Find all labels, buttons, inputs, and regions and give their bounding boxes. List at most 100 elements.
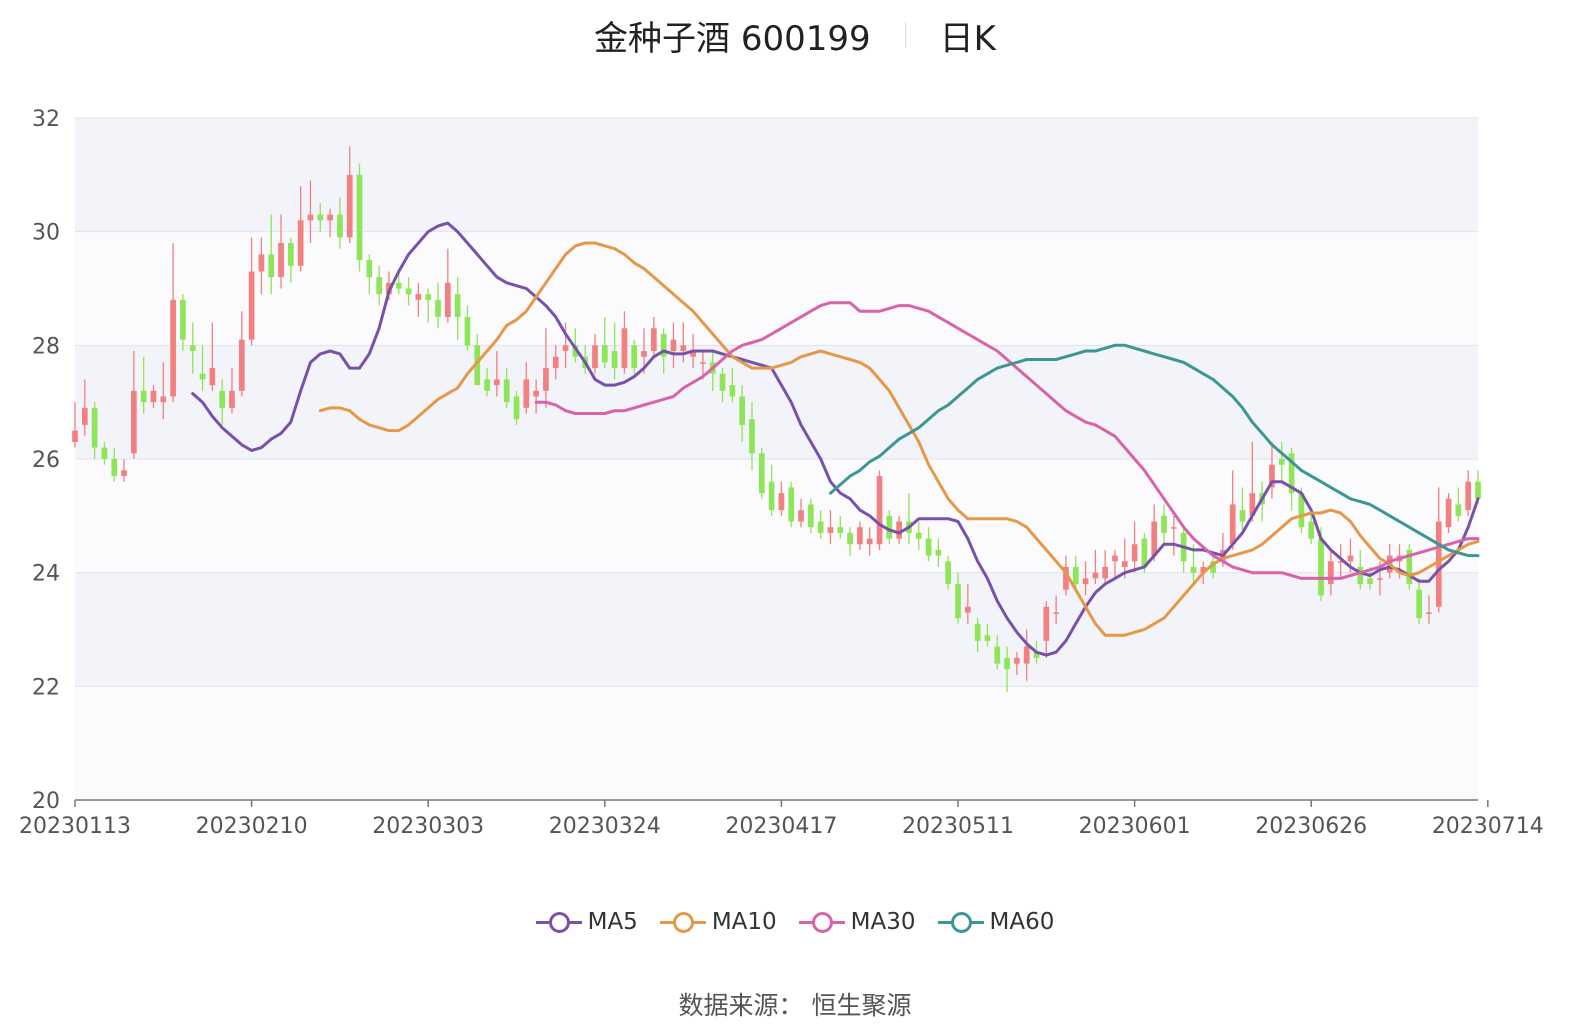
candle-body: [690, 351, 696, 357]
y-axis: 20 22 24 26 28 30 32: [32, 107, 60, 814]
candle-body: [1063, 566, 1069, 590]
candle-body: [896, 521, 902, 539]
moving-average-lines: [191, 221, 1480, 657]
candle-body: [258, 254, 265, 272]
candle-body: [180, 299, 186, 340]
candle-body: [356, 174, 363, 261]
candle-body: [513, 396, 520, 420]
candle-body: [131, 390, 137, 454]
candle-body: [974, 623, 981, 641]
candle-body: [621, 328, 628, 369]
candle-body: [1072, 566, 1079, 585]
candle-body: [1435, 521, 1442, 607]
candle-body: [248, 271, 255, 340]
candle-body: [317, 214, 324, 221]
candle-body: [807, 504, 814, 528]
legend-item-ma5[interactable]: MA5: [535, 909, 638, 935]
candle-body: [641, 351, 647, 357]
candle-body: [1161, 515, 1167, 533]
candle-body: [1357, 566, 1364, 585]
candle-body: [552, 356, 559, 369]
candle-body: [700, 362, 706, 364]
x-tick-label: 20230417: [725, 814, 837, 839]
candle-body: [1121, 561, 1128, 567]
legend-item-ma30[interactable]: MA30: [798, 909, 916, 935]
candle-body: [611, 351, 618, 369]
candle-body: [1239, 510, 1246, 522]
candle-body: [140, 390, 147, 403]
candle-body: [631, 345, 638, 369]
candle-body: [484, 379, 490, 391]
candle-body: [1406, 549, 1413, 585]
candle-body: [189, 345, 196, 352]
candle-body: [435, 299, 441, 317]
candle-body: [925, 538, 932, 556]
x-tick-label: 20230210: [196, 814, 308, 839]
y-tick-label: 24: [32, 562, 60, 587]
candle-body: [160, 396, 167, 403]
candle-body: [170, 299, 176, 397]
candle-body: [346, 174, 353, 238]
x-tick-label: 20230626: [1255, 814, 1367, 839]
candle-body: [1455, 504, 1462, 516]
candle-body: [827, 527, 834, 533]
ma-line-ma30: [534, 301, 1480, 580]
x-axis: 20230113 20230210 20230303 20230324 20230417…: [19, 799, 1544, 839]
candle-body: [1377, 578, 1383, 580]
candle-body: [994, 646, 1001, 664]
candle-body: [935, 549, 942, 556]
candle-body: [1445, 498, 1452, 528]
candle-body: [337, 214, 343, 238]
candle-body: [1190, 566, 1197, 573]
legend-item-ma60[interactable]: MA60: [937, 909, 1054, 935]
legend-label: MA30: [850, 909, 916, 935]
candle-body: [81, 407, 88, 425]
candle-body: [729, 385, 736, 397]
candle-body: [660, 333, 667, 357]
y-tick-label: 26: [32, 448, 60, 473]
candle-body: [1033, 652, 1040, 658]
candle-body: [366, 260, 373, 278]
candle-body: [229, 390, 235, 408]
candle-body: [1004, 657, 1010, 670]
candle-body: [464, 316, 471, 346]
candle-body: [876, 476, 883, 545]
candle-body: [778, 493, 785, 511]
candle-body: [798, 510, 804, 522]
x-tick-label: 20230113: [19, 814, 131, 839]
candle-body: [1426, 612, 1432, 614]
x-tick-label: 20230601: [1079, 814, 1191, 839]
candle-body: [238, 339, 245, 391]
grid-band: [75, 572, 1478, 687]
y-tick-label: 28: [32, 334, 60, 359]
candle-body: [945, 561, 952, 585]
candle-body: [395, 282, 402, 289]
candle-body: [739, 396, 746, 425]
candle-body: [1337, 561, 1344, 563]
candle-body: [1171, 527, 1177, 529]
period-label: 日K: [939, 18, 996, 59]
candle-body: [1288, 453, 1295, 494]
candle-body: [817, 521, 824, 533]
candle-body: [415, 294, 422, 300]
candle-body: [1318, 538, 1324, 596]
candle-body: [915, 532, 922, 539]
candle-body: [1278, 459, 1285, 465]
candle-body: [562, 345, 569, 352]
candle-body: [72, 430, 78, 442]
candle-body: [847, 532, 853, 545]
candle-body: [866, 538, 873, 545]
candle-body: [572, 345, 579, 357]
candle-body: [1112, 555, 1118, 562]
candle-body: [288, 243, 294, 266]
candle-body: [758, 453, 765, 494]
y-tick-label: 32: [32, 107, 60, 132]
legend-label: MA5: [587, 909, 638, 935]
candle-body: [454, 294, 461, 317]
data-source: 数据来源： 恒生聚源: [678, 991, 912, 1020]
candle-body: [1131, 544, 1138, 562]
candle-body: [1367, 578, 1373, 585]
candle-body: [297, 220, 304, 266]
legend-item-ma10[interactable]: MA10: [659, 909, 777, 935]
